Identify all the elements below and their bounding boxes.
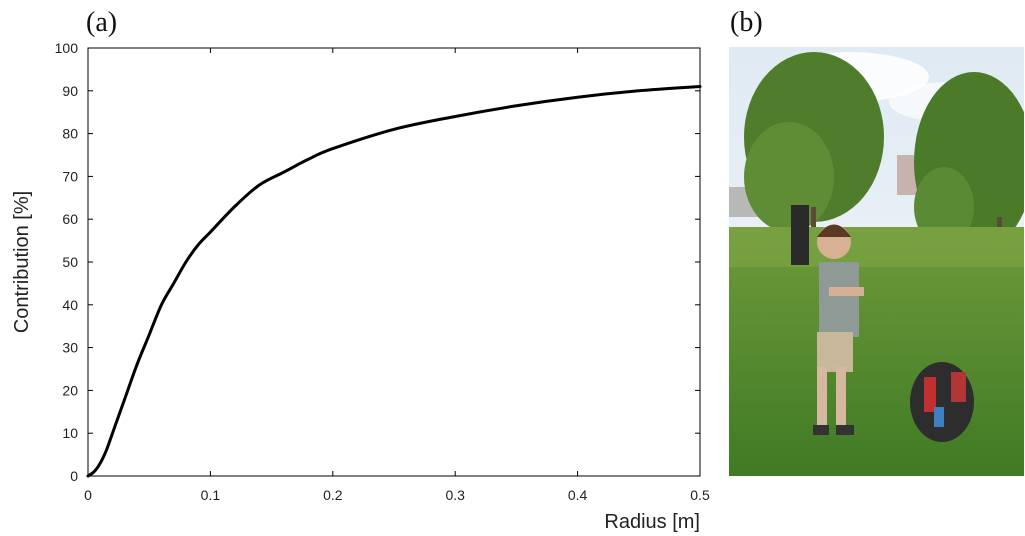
- panel-a-label: (a): [86, 7, 118, 38]
- person-figure: [791, 205, 864, 435]
- x-tick-label: 0.4: [568, 487, 588, 503]
- y-axis-label: Contribution [%]: [11, 191, 33, 333]
- y-tick-label: 30: [62, 340, 78, 356]
- photo-illustration: [729, 47, 1024, 476]
- y-tick-label: 50: [62, 254, 78, 270]
- tick-label-layer: 0 10 20 30 40 50 60 70 80 90 100 0 0.1 0.2 0.3 0.4 0.5: [55, 40, 710, 503]
- y-tick-label: 80: [62, 126, 78, 142]
- panel-b-label: (b): [730, 7, 763, 38]
- contribution-chart: 0 10 20 30 40 50 60 70 80 90 100 0 0.1 0.2 0.3 0.4 0.5 R…: [11, 40, 710, 533]
- y-tick-label: 10: [62, 425, 78, 441]
- plot-frame: [87, 47, 701, 477]
- x-tick-label: 0.5: [690, 487, 710, 503]
- x-axis-label: Radius [m]: [604, 511, 700, 533]
- y-tick-label: 60: [62, 211, 78, 227]
- tick-layer: [87, 47, 701, 477]
- series-line: [86, 85, 702, 478]
- y-tick-label: 40: [62, 297, 78, 313]
- x-tick-label: 0.1: [201, 487, 221, 503]
- y-tick-label: 90: [62, 83, 78, 99]
- y-tick-label: 20: [62, 382, 78, 398]
- backpack-on-ground: [910, 362, 974, 442]
- x-tick-label: 0: [84, 487, 92, 503]
- x-tick-label: 0.3: [445, 487, 465, 503]
- y-tick-label: 70: [62, 168, 78, 184]
- y-tick-label: 100: [55, 40, 79, 56]
- y-tick-label: 0: [70, 468, 78, 484]
- field-photo: [729, 47, 1024, 476]
- x-tick-label: 0.2: [323, 487, 343, 503]
